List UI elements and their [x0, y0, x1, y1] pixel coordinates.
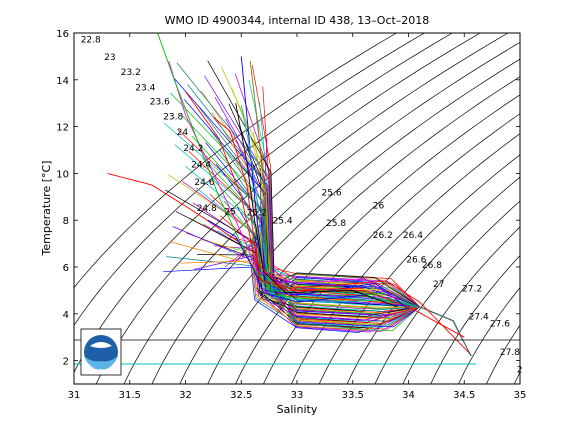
density-label: 23	[104, 53, 115, 63]
density-label: 25.4	[273, 217, 293, 227]
density-label: 27.8	[500, 348, 520, 358]
profile-line	[240, 105, 387, 303]
density-label: 24.8	[197, 204, 217, 214]
isopycnal-line	[290, 133, 520, 384]
x-tick-label: 34.5	[453, 390, 475, 401]
profile-line	[207, 219, 364, 303]
profile-line	[185, 91, 364, 291]
x-tick-label: 32.5	[230, 390, 252, 401]
profiles-layer	[107, 33, 472, 357]
profile-line	[157, 33, 387, 301]
y-tick-label: 14	[56, 76, 69, 87]
profile-line	[213, 116, 471, 354]
y-tick-label: 16	[56, 29, 69, 40]
x-tick-label: 31.5	[119, 390, 141, 401]
density-label: 23.8	[163, 113, 183, 123]
isopycnal-line	[235, 94, 520, 384]
density-label: 25.8	[326, 219, 346, 229]
density-label: 27.4	[469, 313, 489, 323]
y-tick-label: 8	[63, 216, 69, 227]
isopycnal-line	[151, 41, 520, 384]
density-label: 25.2	[247, 209, 267, 219]
density-label: 24.4	[191, 161, 211, 171]
profile-line	[235, 103, 398, 308]
chart-title: WMO ID 4900344, internal ID 438, 13–Oct–…	[165, 14, 430, 27]
isopycnal-line	[458, 287, 520, 384]
density-label: 25	[225, 207, 236, 217]
isopycnal-line	[346, 176, 520, 384]
y-tick-label: 6	[63, 263, 69, 274]
density-label: 27	[433, 280, 444, 290]
isopycnal-line	[374, 200, 520, 384]
reference-lines	[74, 339, 520, 365]
density-label: 27.2	[462, 285, 482, 295]
density-label: 24	[177, 128, 189, 138]
y-tick-label: 10	[56, 169, 69, 180]
x-tick-label: 35	[514, 390, 527, 401]
density-label: 26.2	[373, 231, 393, 241]
profile-line	[107, 172, 465, 338]
noaa-logo	[80, 328, 122, 376]
density-label: 22.8	[81, 35, 101, 45]
x-tick-label: 31	[68, 390, 81, 401]
density-label: 26	[373, 202, 385, 212]
density-label: 24.2	[183, 144, 203, 154]
isopycnal-line	[74, 33, 426, 326]
x-axis-label: Salinity	[277, 403, 318, 416]
density-label: 23.6	[150, 97, 170, 107]
y-axis-label: Temperature [°C]	[40, 161, 53, 257]
y-tick-label: 4	[63, 310, 69, 321]
profile-line	[168, 60, 398, 301]
density-label: 26.6	[406, 255, 426, 265]
x-tick-label: 33	[291, 390, 304, 401]
x-tick-label: 32	[179, 390, 192, 401]
isopycnal-line	[179, 58, 520, 384]
y-tick-label: 12	[56, 123, 69, 134]
isopycnal-line	[74, 33, 398, 289]
x-tick-label: 34	[402, 390, 415, 401]
isopycnal-line	[486, 324, 520, 384]
profile-line	[240, 56, 409, 310]
density-label: 25.6	[322, 189, 342, 199]
x-tick-label: 33.5	[342, 390, 364, 401]
isopycnal-line	[318, 154, 520, 384]
density-label: 24.6	[194, 178, 214, 188]
y-tick-label: 2	[63, 357, 69, 368]
density-label: 26.4	[403, 231, 423, 241]
profile-line	[249, 61, 376, 294]
x-axis: 31 31.5 32 32.5 33 33.5 34 34.5 35	[68, 33, 527, 401]
density-label: 23.4	[135, 83, 155, 93]
density-label: 26.8	[422, 261, 442, 271]
isopycnal-line	[430, 255, 520, 384]
density-labels: 22.823 23.2 23.4 23.6 23.8 24 24.2 24.4 24.6 24.8…	[81, 35, 523, 375]
isopycnal-line	[402, 226, 520, 384]
density-label: 23.2	[121, 68, 141, 78]
isopycnal-line	[263, 113, 520, 384]
isopycnal-line	[207, 76, 520, 384]
density-label: 27.6	[490, 320, 510, 330]
